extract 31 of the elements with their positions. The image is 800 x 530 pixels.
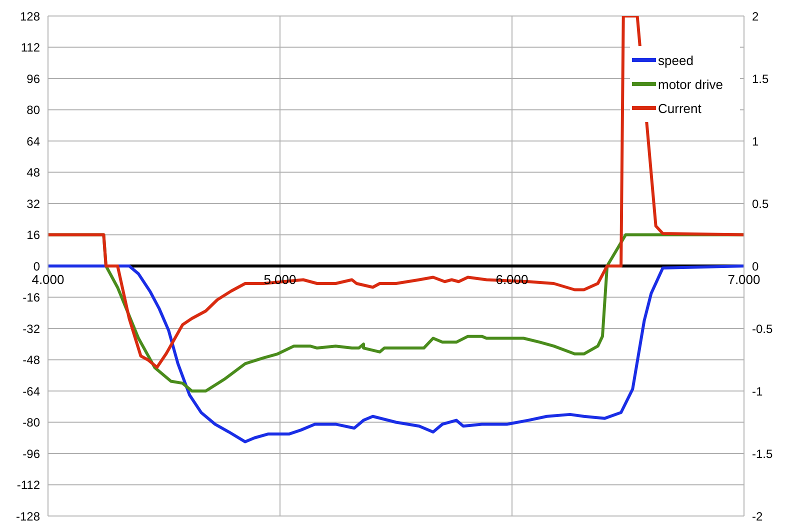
y2-tick-label: -1.5: [752, 446, 774, 461]
y-tick-label: -16: [22, 290, 40, 305]
y-tick-label: -80: [22, 416, 40, 430]
y-tick-label: 128: [20, 9, 40, 24]
y-tick-label: 48: [26, 166, 40, 180]
y2-tick-label: 0.5: [752, 196, 770, 211]
y2-tick-label: -2: [752, 509, 763, 524]
legend-label: Current: [658, 100, 702, 116]
y-tick-label: 32: [26, 196, 40, 211]
y2-tick-label: 1.5: [752, 72, 770, 86]
y-tick-label: -32: [22, 322, 40, 336]
y2-tick-label: 1: [752, 134, 759, 148]
y-tick-label: -128: [16, 509, 40, 524]
legend-label: motor drive: [658, 76, 724, 92]
y2-tick-label: 0: [752, 259, 759, 274]
y-tick-label: 96: [26, 72, 40, 86]
legend-label: speed: [658, 52, 694, 68]
x-tick-label: 7.000: [728, 272, 760, 287]
y2-tick-label: -0.5: [752, 322, 774, 336]
y-tick-label: 80: [26, 103, 40, 118]
y-tick-label: -96: [22, 446, 40, 461]
y-tick-label: 112: [20, 40, 40, 55]
y2-tick-label: 2: [752, 9, 759, 24]
y2-tick-label: -1: [752, 384, 763, 398]
x-tick-label: 4.000: [32, 272, 64, 287]
y-tick-label: -112: [16, 478, 40, 492]
y-tick-label: 0: [33, 259, 40, 274]
y-tick-label: 64: [26, 134, 40, 148]
y-tick-label: -48: [22, 353, 40, 368]
y-tick-label: 16: [26, 228, 40, 242]
y-tick-label: -64: [22, 384, 40, 398]
